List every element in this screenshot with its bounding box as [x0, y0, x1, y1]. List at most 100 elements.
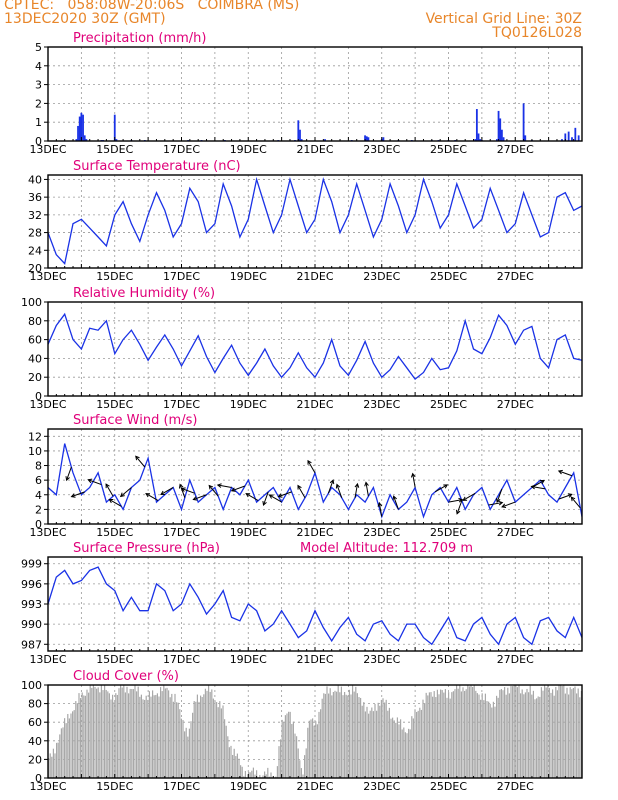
cloud-bar — [416, 711, 418, 778]
precip-bar — [77, 125, 79, 141]
cloud-bar — [510, 686, 512, 778]
cloud-bar — [206, 690, 208, 778]
cloud-bar — [523, 694, 525, 778]
cloud-bar — [297, 748, 299, 778]
rh-xtick-label: 15DEC — [96, 398, 133, 411]
wind-arrow — [412, 473, 416, 488]
cloud-bar — [366, 706, 368, 778]
cloud-bar — [454, 689, 456, 778]
cloud-ytick-label: 0 — [35, 772, 42, 785]
wind-arrow-head — [119, 492, 125, 498]
temp-ytick-label: 28 — [28, 227, 42, 240]
cloud-bar — [401, 729, 403, 778]
precip-xtick-label: 17DEC — [163, 143, 200, 156]
cloud-ytick-label: 100 — [21, 679, 42, 692]
wind-arrow-head — [557, 469, 563, 475]
cloud-bar — [70, 713, 72, 778]
cloud-bar — [123, 685, 125, 778]
cloud-bar — [315, 721, 317, 778]
cloud-bar — [379, 705, 381, 778]
wind-arrow-head — [216, 483, 222, 488]
cloud-bar — [232, 754, 234, 778]
wind-arrow — [378, 502, 383, 517]
precip-ytick-label: 4 — [35, 60, 42, 73]
wind-arrow-head — [268, 494, 274, 499]
cloud-bar — [400, 719, 402, 778]
cloud-bar — [574, 686, 576, 778]
temp-ytick-label: 32 — [28, 209, 42, 222]
cloud-bar — [326, 686, 328, 778]
cloud-bar — [441, 690, 443, 778]
cloud-bar — [132, 689, 134, 778]
cloud-bar — [456, 685, 458, 778]
cloud-bar — [507, 687, 509, 778]
rh-xtick-label: 23DEC — [363, 398, 400, 411]
cloud-bar — [105, 689, 107, 778]
temp-xtick-label: 15DEC — [96, 270, 133, 283]
cloud-bar — [393, 720, 395, 778]
cloud-bar — [449, 698, 451, 778]
cloud-bar — [240, 765, 242, 778]
cloud-bar — [544, 685, 546, 778]
temp-xtick-label: 23DEC — [363, 270, 400, 283]
wind-arrow-head — [105, 483, 110, 489]
cloud-bar — [417, 710, 419, 778]
pres-ytick-label: 999 — [21, 558, 42, 571]
temp-title: Surface Temperature (nC) — [73, 159, 241, 174]
cloud-bar — [433, 691, 435, 778]
cloud-bar — [198, 701, 200, 778]
cloud-bar — [472, 686, 474, 778]
cloud-bar — [324, 693, 326, 778]
cloud-bar — [497, 697, 499, 778]
rh-xtick-label: 17DEC — [163, 398, 200, 411]
cloud-bar — [576, 693, 578, 778]
cloud-bar — [428, 692, 430, 778]
cloud-bar — [136, 691, 138, 778]
cloud-bar — [81, 692, 83, 778]
cloud-bar — [329, 688, 331, 778]
cloud-bar — [147, 699, 149, 778]
precip-bar — [571, 137, 573, 141]
precip-bar — [297, 120, 300, 141]
cloud-bar — [336, 691, 338, 778]
cloud-bar — [153, 695, 155, 778]
wind-arrow-head — [496, 498, 501, 504]
cloud-bar — [110, 699, 112, 778]
cloud-bar — [265, 774, 267, 778]
pres-xtick-label: 21DEC — [296, 653, 333, 666]
temp-xtick-label: 25DEC — [430, 270, 467, 283]
cloud-bar — [192, 712, 194, 778]
cloud-bar — [172, 701, 174, 778]
cloud-bar — [516, 687, 518, 778]
cloud-bar — [440, 689, 442, 778]
wind-arrow-head — [443, 484, 449, 489]
cloud-bar — [340, 686, 342, 778]
cloud-bar — [347, 695, 349, 778]
cloud-bar — [451, 692, 453, 778]
wind-arrow — [327, 479, 334, 494]
wind-arrow-head — [335, 483, 341, 489]
wind-arrow — [297, 485, 306, 498]
cloud-bar — [75, 701, 77, 778]
cloud-bar — [68, 718, 70, 778]
cloud-bar — [113, 702, 115, 778]
cloud-bar — [124, 692, 126, 778]
cloud-bar — [84, 695, 86, 778]
cloud-bar — [252, 767, 254, 778]
cloud-bar — [156, 693, 158, 778]
cloud-bar — [352, 685, 354, 778]
wind-arrow — [109, 499, 122, 507]
cloud-bar — [118, 688, 120, 778]
precip-bar — [365, 136, 368, 141]
cloud-bar — [150, 696, 152, 778]
precip-xtick-label: 21DEC — [296, 143, 333, 156]
cloud-bar — [144, 699, 146, 778]
cloud-bar — [131, 689, 133, 778]
cloud-bar — [368, 713, 370, 778]
cloud-bar — [102, 690, 104, 778]
cloud-bar — [193, 701, 195, 778]
cloud-bar — [555, 686, 557, 778]
cloud-bar — [185, 727, 187, 778]
cloud-bar — [361, 705, 363, 778]
cloud-bar — [49, 753, 51, 778]
